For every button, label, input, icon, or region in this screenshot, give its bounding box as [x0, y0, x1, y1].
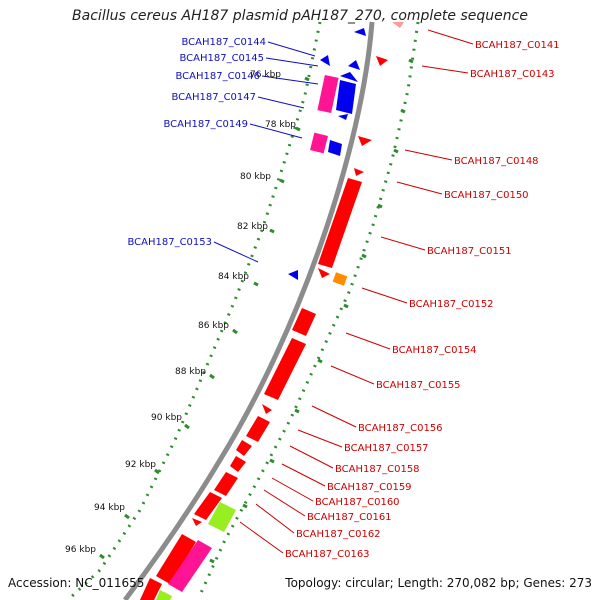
gene-label-reverse: BCAH187_C0145 [179, 53, 264, 64]
feature-red-2 [358, 136, 372, 146]
gene-label-reverse: BCAH187_C0147 [171, 92, 256, 103]
outer-tick-ring [198, 21, 420, 596]
axis-label: 90 kbp [151, 413, 182, 423]
feature-red-9 [246, 416, 270, 442]
tick-rings [68, 21, 420, 600]
feature-red-1 [376, 56, 388, 66]
outer-major-ticks [209, 58, 414, 564]
gene-label-reverse: BCAH187_C0153 [127, 237, 212, 248]
gene-label-forward: BCAH187_C0162 [296, 529, 381, 540]
feature-red-11 [230, 456, 246, 472]
feature-blue-8 [288, 270, 298, 280]
gene-label-forward: BCAH187_C0152 [409, 299, 494, 310]
backbone-arc [122, 21, 375, 600]
feature-red-10 [236, 440, 252, 456]
axis-labels: 76 kbp 78 kbp 80 kbp 82 kbp 84 kbp 86 kb… [65, 70, 296, 555]
axis-label: 80 kbp [240, 172, 271, 182]
gene-label-reverse: BCAH187_C0149 [163, 119, 248, 130]
gene-label-forward: BCAH187_C0143 [470, 69, 555, 80]
forward-features [318, 56, 388, 286]
gene-label-forward: BCAH187_C0150 [444, 190, 529, 201]
forward-label-connectors [239, 29, 474, 554]
gene-label-forward: BCAH187_C0158 [335, 464, 420, 475]
gene-label-forward: BCAH187_C0160 [315, 497, 400, 508]
reverse-features [288, 28, 366, 280]
gene-label-forward: BCAH187_C0141 [475, 40, 560, 51]
inner-major-ticks [99, 76, 310, 560]
feature-magenta-2 [310, 132, 328, 154]
feature-magenta-3 [168, 540, 212, 592]
gene-label-forward: BCAH187_C0148 [454, 156, 539, 167]
feature-red-6 [292, 308, 316, 336]
map-title: Bacillus cereus AH187 plasmid pAH187_270… [72, 8, 528, 24]
feature-red-12 [214, 472, 238, 496]
feature-blue-2 [320, 55, 330, 66]
feature-red-15 [156, 534, 196, 584]
inner-features [140, 22, 404, 600]
summary-text: Topology: circular; Length: 270,082 bp; … [285, 576, 592, 590]
axis-label: 92 kbp [125, 460, 156, 470]
inner-tick-ring [68, 21, 322, 600]
feature-red-3 [354, 168, 364, 176]
gene-label-forward: BCAH187_C0157 [344, 443, 429, 454]
feature-magenta-1 [317, 74, 339, 114]
reverse-gene-labels: BCAH187_C0144 BCAH187_C0145 BCAH187_C014… [127, 37, 266, 248]
feature-red-4 [318, 178, 362, 268]
feature-blue-3 [348, 60, 360, 70]
feature-blue-5 [340, 72, 358, 82]
gene-label-forward: BCAH187_C0151 [427, 246, 512, 257]
feature-red-8 [262, 404, 272, 414]
accession-text: Accession: NC_011655 [8, 576, 145, 590]
reverse-label-connectors [213, 41, 319, 263]
gene-label-forward: BCAH187_C0154 [392, 345, 477, 356]
axis-label: 82 kbp [237, 222, 268, 232]
gene-label-forward: BCAH187_C0156 [358, 423, 443, 434]
gene-label-forward: BCAH187_C0161 [307, 512, 392, 523]
feature-red-14 [192, 518, 202, 526]
feature-red-5 [318, 268, 330, 278]
axis-label: 88 kbp [175, 367, 206, 377]
feature-pink-top [392, 22, 404, 28]
feature-blue-7 [328, 140, 342, 156]
axis-label: 86 kbp [198, 321, 229, 331]
feature-lime-2 [156, 590, 172, 600]
feature-blue-1 [354, 28, 366, 36]
gene-label-reverse: BCAH187_C0146 [175, 71, 260, 82]
feature-blue-6 [338, 114, 348, 120]
gene-label-forward: BCAH187_C0159 [327, 482, 412, 493]
feature-red-7 [264, 338, 306, 400]
feature-blue-4 [336, 80, 356, 114]
axis-label: 78 kbp [265, 120, 296, 130]
feature-orange-1 [332, 272, 348, 286]
axis-label: 96 kbp [65, 545, 96, 555]
feature-red-16 [140, 578, 162, 600]
axis-label: 94 kbp [94, 503, 125, 513]
feature-lime-1 [208, 502, 236, 532]
gene-label-forward: BCAH187_C0155 [376, 380, 461, 391]
feature-red-13 [194, 492, 222, 520]
gene-label-forward: BCAH187_C0163 [285, 549, 370, 560]
forward-gene-labels: BCAH187_C0141 BCAH187_C0143 BCAH187_C014… [285, 40, 560, 560]
axis-label: 84 kbp [218, 272, 249, 282]
axis-label: 76 kbp [250, 70, 281, 80]
gene-label-reverse: BCAH187_C0144 [181, 37, 266, 48]
